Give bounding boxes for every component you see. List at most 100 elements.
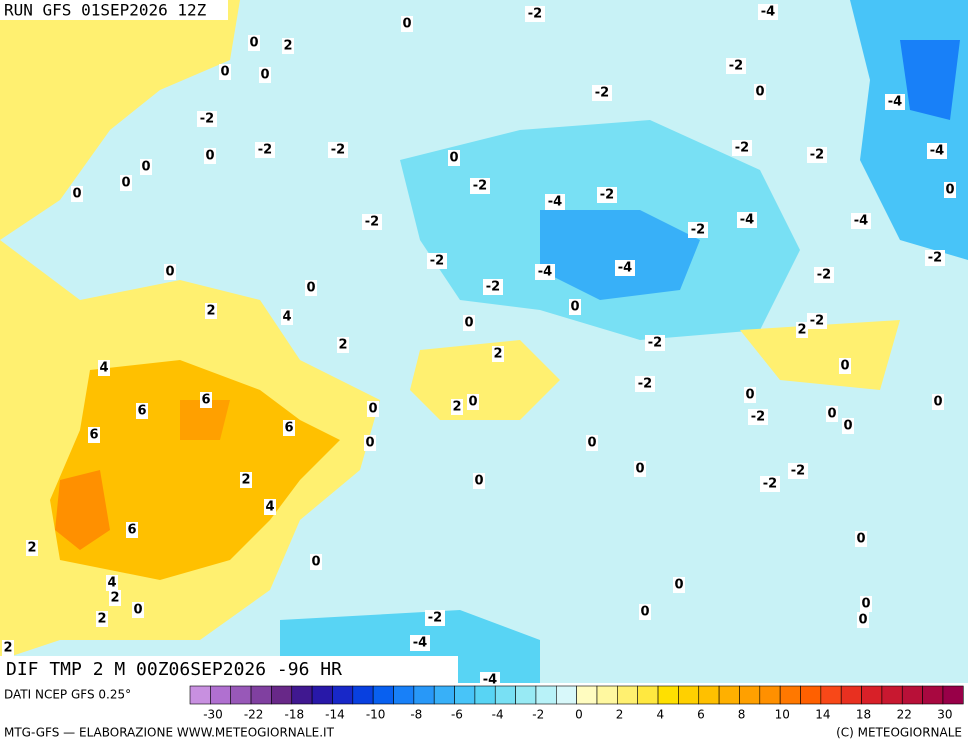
contour-label: -2 [595,86,609,101]
legend-swatch [210,685,232,705]
label-bg [473,473,485,489]
label-bg [480,672,500,688]
label-bg [240,472,252,488]
legend-tick-label: -30 [203,708,223,722]
contour-label: 0 [402,17,411,32]
label-bg [944,182,956,198]
label-bg [401,16,413,32]
label-bg [71,186,83,202]
contour-label: 2 [241,473,250,488]
legend-tick-label: 8 [738,708,746,722]
contour-label: 4 [265,500,274,515]
contour-label: 6 [284,421,293,436]
label-bg [492,346,504,362]
run-label: RUN GFS 01SEP2026 12Z [4,1,207,20]
legend-tick-label: 2 [616,708,624,722]
legend-swatch [637,685,659,705]
contour-label: -2 [486,280,500,295]
contour-label: 0 [249,36,258,51]
label-bg [842,418,854,434]
legend-swatch [576,685,598,705]
contour-label: -4 [888,95,902,110]
contour-label: -2 [928,251,942,266]
label-bg [839,358,851,374]
label-bg [807,313,827,329]
legend-tick-label: -14 [325,708,345,722]
label-bg [635,376,655,392]
label-bg [26,540,38,556]
label-bg [88,427,100,443]
contour-label: 0 [449,151,458,166]
contour-labels: -2 -400 20 0-20-2-4-2-2 -20-2 -2 -40000-2-2-40… [2,4,956,688]
contour-label: 6 [127,523,136,538]
legend-tick-label: 30 [937,708,952,722]
legend-swatch [372,685,394,705]
legend-swatch [718,685,740,705]
legend-tick-label: -4 [492,708,504,722]
label-bg [197,111,217,127]
contour-label: 0 [205,149,214,164]
contour-label: 2 [110,591,119,606]
label-bg [788,463,808,479]
contour-label: 0 [635,462,644,477]
legend-swatch [230,685,252,705]
label-bg [857,612,869,628]
legend-swatch [820,685,842,705]
contour-label: 0 [861,597,870,612]
legend-swatch [393,685,415,705]
label-bg [96,611,108,627]
contour-label: -4 [740,213,754,228]
source-label: DATI NCEP GFS 0.25° [4,688,131,702]
label-bg [120,175,132,191]
contour-label: 2 [27,541,36,556]
contour-label: -4 [761,5,775,20]
label-bg [362,214,382,230]
legend-swatch [250,685,272,705]
legend-swatch [291,685,313,705]
label-bg [726,58,746,74]
label-bg [814,267,834,283]
map-background [0,0,968,683]
label-bg [132,602,144,618]
contour-label: 0 [856,532,865,547]
contour-label: -2 [691,223,705,238]
label-bg [525,6,545,22]
contour-label: 2 [493,347,502,362]
label-bg [639,604,651,620]
contour-label: 2 [283,39,292,54]
contour-label: 2 [3,641,12,656]
label-bg [732,140,752,156]
contour-label: 0 [933,395,942,410]
legend-tick-label: 0 [575,708,583,722]
contour-label: -2 [729,59,743,74]
contour-label: -2 [200,112,214,127]
legend-swatch [617,685,638,705]
contour-label: 0 [220,65,229,80]
label-bg [463,315,475,331]
legend-swatch [657,685,679,705]
contour-label: -4 [413,636,427,651]
label-bg [200,392,212,408]
contour-label: 2 [797,323,806,338]
legend-swatch [494,685,516,705]
legend-swatch [942,685,964,705]
contour-label: 0 [468,395,477,410]
legend-swatch [332,685,354,705]
contour-label: 0 [474,474,483,489]
label-bg [255,142,275,158]
label-bg [136,403,148,419]
label-bg [645,335,665,351]
label-bg [758,4,778,20]
legend-swatch [901,685,923,705]
label-bg [451,399,463,415]
label-bg [885,94,905,110]
contour-label: 2 [206,304,215,319]
label-bg [106,575,118,591]
contour-label: -2 [473,179,487,194]
label-bg [673,577,685,593]
contour-label: -2 [528,7,542,22]
contour-label: -4 [548,195,562,210]
legend-tick-label: 10 [775,708,790,722]
label-bg [467,394,479,410]
credit-label: MTG-GFS — ELABORAZIONE WWW.METEOGIORNALE… [4,726,335,740]
